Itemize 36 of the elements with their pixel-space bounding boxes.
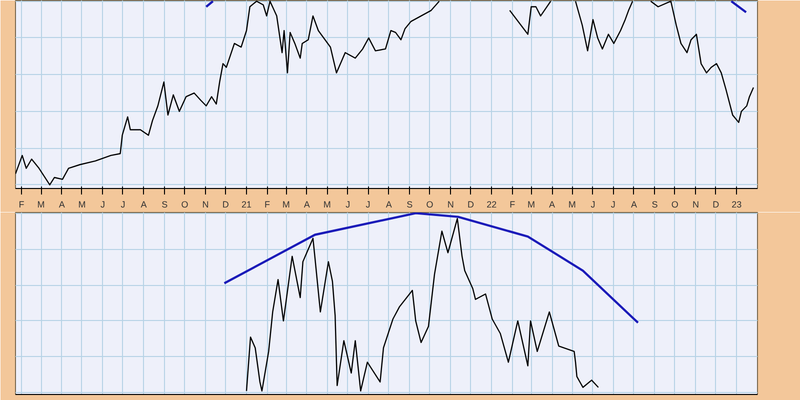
x-tick-label: F bbox=[18, 200, 25, 210]
x-tick-label: O bbox=[671, 200, 678, 210]
x-tick-label: D bbox=[222, 200, 230, 210]
x-tick-label: M bbox=[527, 200, 535, 210]
x-tick-label: N bbox=[202, 200, 209, 210]
x-tick-label: D bbox=[468, 200, 475, 210]
x-tick-label: M bbox=[78, 200, 86, 210]
x-tick-label: O bbox=[181, 200, 188, 210]
x-tick-label: N bbox=[692, 200, 699, 210]
x-tick-label: A bbox=[58, 200, 65, 210]
x-tick-label: A bbox=[630, 200, 637, 210]
x-tick-label: F bbox=[264, 200, 271, 210]
x-tick-label: S bbox=[162, 200, 168, 210]
x-tick-label: O bbox=[426, 200, 434, 210]
x-tick-label: M bbox=[282, 200, 290, 210]
x-tick-label: J bbox=[346, 200, 350, 210]
x-tick-label: N bbox=[447, 200, 454, 210]
x-tick-label: J bbox=[366, 200, 370, 210]
x-tick-label: A bbox=[549, 200, 556, 210]
x-tick-label: S bbox=[406, 200, 413, 210]
x-tick-label: 21 bbox=[241, 200, 252, 210]
x-tick-label: F bbox=[510, 200, 516, 210]
x-tick-label: J bbox=[100, 200, 106, 210]
x-tick-label: M bbox=[323, 200, 331, 210]
x-tick-label: D bbox=[712, 200, 720, 210]
x-tick-label: A bbox=[140, 200, 147, 210]
x-tick-label: M bbox=[37, 200, 45, 210]
x-tick-label: J bbox=[590, 200, 596, 210]
x-tick-label: J bbox=[610, 200, 616, 210]
x-tick-label: J bbox=[120, 200, 126, 210]
x-tick-label: 23 bbox=[732, 200, 742, 210]
x-tick-label: A bbox=[304, 200, 310, 210]
x-tick-label: 22 bbox=[486, 200, 497, 210]
x-tick-label: M bbox=[568, 200, 576, 210]
x-tick-label: A bbox=[386, 200, 392, 210]
x-tick-label: S bbox=[652, 200, 658, 210]
